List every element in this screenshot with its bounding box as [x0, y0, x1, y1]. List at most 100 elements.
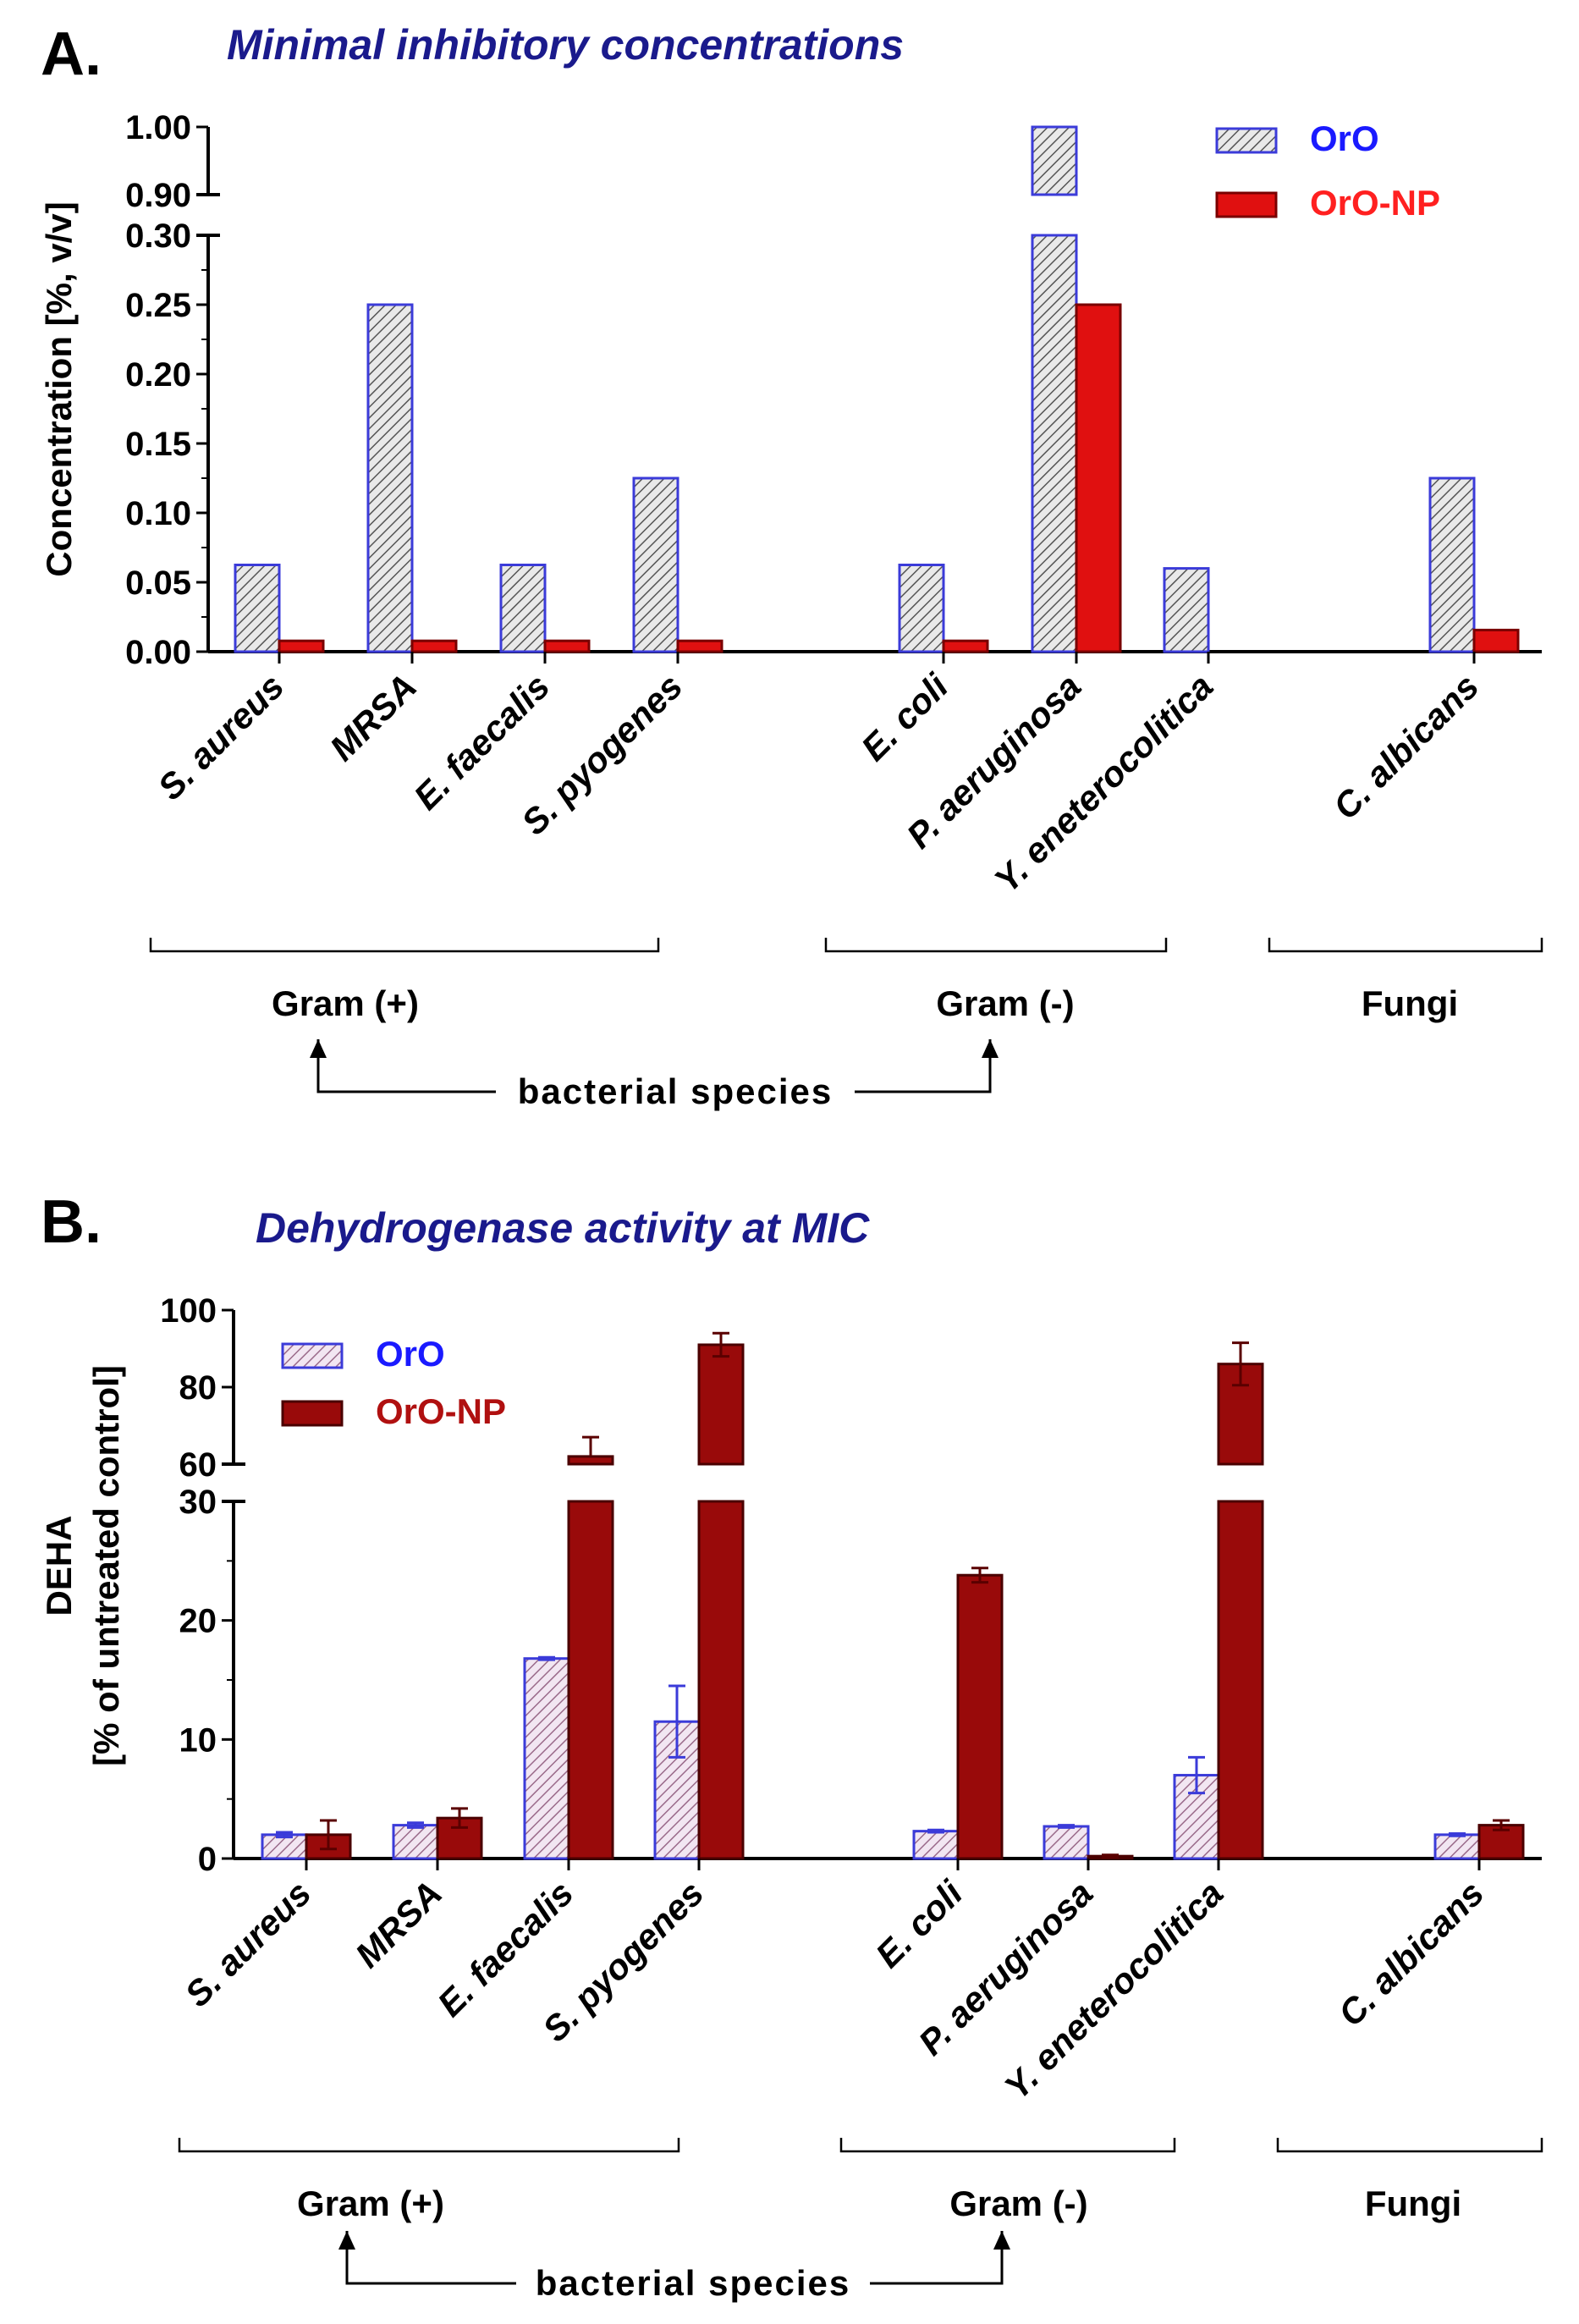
legend-swatch-oro-np: [1215, 191, 1278, 218]
x-label-e-coli: E. coli: [854, 665, 957, 768]
bar-oro-np-e-faecalis: [567, 1455, 614, 1860]
group-bracket-gram: [149, 938, 660, 953]
panel-b-title: Dehydrogenase activity at MIC: [256, 1204, 870, 1252]
arrow-right: [855, 1039, 992, 1093]
bar-oro-s-pyogenes: [632, 476, 679, 653]
y-tick-label: 0: [198, 1841, 217, 1878]
x-label-s-aureus: S. aureus: [177, 1873, 318, 2014]
legend-label-oro: OrO: [376, 1334, 445, 1374]
group-bracket-gram: [178, 2138, 680, 2153]
bar-oro-np-p-aeruginosa: [1075, 303, 1122, 653]
bar-oro-np-s-pyogenes-upper: [697, 1343, 745, 1466]
bar-oro-p-aeruginosa: [1031, 125, 1078, 653]
y-tick-label: 0.10: [125, 495, 191, 532]
group-label-fungi: Fungi: [1365, 2184, 1461, 2223]
group-bracket-fungi: [1268, 938, 1543, 953]
y-tick-label: 60: [179, 1446, 217, 1484]
y-tick-label: 0.15: [125, 426, 191, 463]
bracket-line: [824, 938, 1168, 953]
legend-label-oro: OrO: [1310, 118, 1379, 158]
bar-oro-np-e-coli: [956, 1573, 1004, 1860]
x-label-c-albicans: C. albicans: [1325, 666, 1486, 827]
bar-oro-np-s-pyogenes-lower: [697, 1500, 745, 1860]
x-label-s-aureus: S. aureus: [150, 666, 291, 807]
bar-oro-y-eneterocolitica: [1163, 567, 1210, 653]
x-label-c-albicans: C. albicans: [1330, 1873, 1491, 2034]
panel-b-y-axis-label-line1: DEHA: [39, 1515, 79, 1616]
arrow-head-icon: [338, 2231, 355, 2250]
group-bracket-gram: [839, 2138, 1176, 2153]
y-tick-label: 0.00: [125, 634, 191, 671]
x-label-e-coli: E. coli: [868, 1872, 971, 1975]
legend-swatch-oro: [1215, 127, 1278, 154]
bar-oro-np-y-eneterocolitica-lower: [1217, 1500, 1264, 1860]
bar-oro-c-albicans: [1428, 476, 1476, 653]
y-tick-label: 0.30: [125, 218, 191, 255]
panel-a-letter: A.: [41, 20, 102, 88]
arrow-left: [345, 2231, 516, 2285]
bar-oro-s-aureus: [234, 564, 281, 653]
arrow-right: [870, 2231, 1004, 2285]
y-tick-label: 0.25: [125, 287, 191, 324]
arrow-head-icon: [993, 2231, 1010, 2250]
bar-oro-np-e-coli: [942, 639, 989, 653]
bar-oro-np-y-eneterocolitica-upper: [1217, 1363, 1264, 1466]
legend: OrO OrO-NP: [281, 1334, 506, 1431]
legend-label-oro-np: OrO-NP: [1310, 183, 1440, 223]
bar-oro-np-e-faecalis: [543, 639, 591, 653]
legend-label-oro-np: OrO-NP: [376, 1391, 506, 1431]
legend-swatch-oro: [281, 1342, 344, 1369]
x-label-mrsa: MRSA: [322, 666, 425, 768]
arrow-left: [316, 1039, 496, 1093]
bar-oro-e-coli: [898, 564, 945, 653]
panel-b-letter: B.: [41, 1188, 102, 1256]
group-label-gram: Gram (+): [272, 983, 419, 1023]
bar-oro-np-s-pyogenes: [697, 1343, 745, 1860]
bracket-line: [178, 2138, 680, 2153]
x-label-mrsa: MRSA: [348, 1873, 450, 1975]
bar-oro-np-mrsa: [410, 639, 458, 653]
x-label-y-eneterocolitica: Y. eneterocolitica: [997, 1873, 1230, 2106]
bar-oro-p-aeruginosa-lower: [1031, 234, 1078, 653]
group-bracket-fungi: [1276, 2138, 1543, 2153]
bar-oro-np-e-faecalis-lower: [567, 1500, 614, 1860]
bracket-line: [1276, 2138, 1543, 2153]
bracket-line: [839, 2138, 1176, 2153]
y-tick-label: 80: [179, 1369, 217, 1407]
y-tick-label: 20: [179, 1603, 217, 1640]
group-label-gram: Gram (-): [949, 2184, 1087, 2223]
group-label-gram: Gram (-): [936, 983, 1074, 1023]
arrow-head-icon: [310, 1039, 327, 1058]
bar-oro-np-y-eneterocolitica: [1217, 1363, 1264, 1860]
bar-oro-mrsa: [392, 1824, 439, 1860]
bacterial-species-label: bacterial species: [536, 2263, 851, 2303]
legend: OrO OrO-NP: [1215, 118, 1440, 223]
bar-oro-np-c-albicans: [1472, 628, 1520, 653]
legend-swatch-oro-np: [281, 1400, 344, 1427]
panel-a-y-axis-label: Concentration [%, v/v]: [39, 201, 79, 576]
group-bracket-gram: [824, 938, 1168, 953]
y-tick-label: 0.90: [125, 177, 191, 214]
y-tick-label: 0.05: [125, 564, 191, 602]
bracket-line: [149, 938, 660, 953]
y-tick-label: 0.20: [125, 356, 191, 394]
bacterial-species-label: bacterial species: [518, 1071, 834, 1111]
bar-oro-e-coli: [912, 1830, 960, 1860]
bracket-line: [1268, 938, 1543, 953]
panel-b-y-axis-label-line2: [% of untreated control]: [86, 1365, 126, 1766]
arrow-head-icon: [982, 1039, 999, 1058]
panel-a-title: Minimal inhibitory concentrations: [227, 21, 904, 69]
bar-oro-e-faecalis: [499, 564, 547, 653]
bar-oro-np-e-faecalis-upper: [567, 1455, 614, 1466]
y-tick-label: 1.00: [125, 109, 191, 146]
y-tick-label: 30: [179, 1484, 217, 1521]
bar-oro-mrsa: [366, 303, 414, 653]
group-label-gram: Gram (+): [297, 2184, 444, 2223]
bar-oro-p-aeruginosa: [1043, 1825, 1090, 1860]
group-label-fungi: Fungi: [1362, 983, 1458, 1023]
bar-oro-c-albicans: [1433, 1833, 1481, 1860]
bar-oro-np-s-pyogenes: [676, 639, 723, 653]
bar-oro-p-aeruginosa-upper: [1031, 125, 1078, 196]
